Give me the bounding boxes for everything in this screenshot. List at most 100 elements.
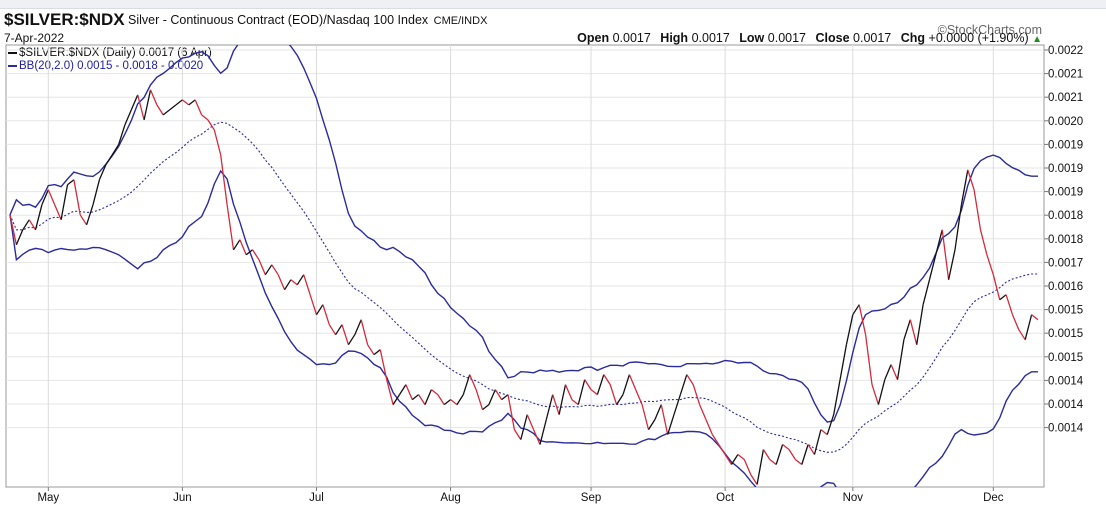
price-segment [1031, 314, 1039, 321]
price-segment [826, 414, 835, 435]
price-segment [315, 304, 324, 316]
price-segment [660, 404, 669, 435]
price-segment [60, 184, 69, 220]
price-segment [456, 394, 464, 405]
price-segment [635, 389, 643, 405]
price-segment [539, 419, 547, 445]
price-segment [1018, 329, 1026, 341]
price-segment [788, 449, 796, 460]
price-segment [756, 449, 765, 485]
price-segment [111, 144, 120, 156]
price-segment [852, 304, 860, 316]
price-segment [54, 204, 62, 221]
y-tick-label: 0.0015 [1048, 352, 1083, 364]
price-segment [411, 394, 420, 401]
price-segment [194, 99, 203, 116]
price-segment [743, 459, 752, 475]
price-segment [545, 394, 554, 420]
price-segment [513, 429, 522, 440]
price-segment [501, 394, 509, 401]
price-segment [169, 104, 177, 111]
price-segment [67, 179, 75, 186]
ohlc-readout: Open 0.0017 High 0.0017 Low 0.0017 Close… [571, 31, 1042, 45]
price-segment [398, 384, 407, 395]
bb-lower-band [9, 169, 1038, 487]
price-segment [884, 364, 892, 380]
open-value: 0.0017 [612, 31, 651, 45]
high-value: 0.0017 [691, 31, 730, 45]
price-segment [405, 384, 413, 400]
price-segment [188, 99, 196, 106]
price-segment [801, 444, 809, 465]
price-segment [903, 319, 911, 340]
price-segment [947, 249, 956, 280]
price-segment [603, 374, 611, 385]
price-segment [571, 399, 579, 406]
price-segment [986, 254, 994, 275]
price-segment [686, 374, 694, 385]
price-segment [609, 384, 618, 405]
price-segment [960, 169, 969, 205]
x-axis: MayJunJulAugSepOctNovDec2022FebMarApr [37, 487, 1004, 504]
price-segment [379, 349, 388, 380]
price-segment [335, 324, 343, 336]
price-segment [347, 334, 356, 346]
price-segment [896, 339, 905, 380]
price-segment [526, 414, 535, 430]
price-segment [737, 453, 745, 461]
price-segment [220, 154, 228, 205]
y-tick-label: 0.0019 [1048, 163, 1083, 175]
price-segment [979, 229, 988, 255]
x-tick-label: Jul [309, 492, 324, 504]
low-value: 0.0017 [767, 31, 806, 45]
price-segment [130, 94, 139, 111]
y-tick-label: 0.0020 [1048, 116, 1083, 128]
price-segment [303, 274, 311, 295]
chart-date: 7-Apr-2022 [4, 31, 65, 45]
price-segment [813, 429, 822, 455]
price-segment [494, 389, 503, 400]
price-segment [877, 379, 886, 405]
price-segment [175, 99, 183, 106]
price-segment [954, 204, 963, 250]
legend-bb: BB(20,2.0) 0.0015 - 0.0018 - 0.0020 [8, 60, 212, 73]
chart-title-bar: $SILVER:$NDX Silver - Continuous Contrac… [4, 10, 1104, 37]
price-segment [622, 374, 631, 395]
chg-value: +0.0000 (+1.90%) [928, 31, 1029, 45]
price-segment [354, 319, 362, 335]
price-segment [22, 219, 30, 231]
price-segment [762, 449, 771, 460]
high-label: High [660, 31, 689, 45]
price-segment [443, 399, 452, 406]
price-segment [718, 444, 726, 455]
price-segment [201, 114, 209, 121]
x-tick-label: Aug [440, 492, 460, 504]
price-segment [149, 89, 158, 106]
price-segment [839, 344, 848, 380]
price-segment [322, 304, 330, 325]
price-segment [992, 274, 1001, 300]
price-segment [232, 239, 241, 251]
price-segment [34, 204, 43, 230]
open-label: Open [577, 31, 610, 45]
price-segment [782, 443, 790, 451]
bb-middle-band [9, 121, 1038, 453]
price-segment [367, 344, 375, 355]
exchange-label: CME/INDX [433, 15, 488, 27]
price-segment [162, 109, 171, 116]
y-tick-label: 0.0015 [1048, 305, 1083, 317]
price-segment [430, 389, 439, 396]
price-segment [328, 324, 337, 336]
price-segment [226, 204, 235, 250]
y-tick-label: 0.0021 [1048, 92, 1083, 104]
price-segment [673, 394, 682, 415]
price-segment [482, 404, 490, 411]
y-tick-label: 0.0018 [1048, 210, 1083, 222]
price-segment [462, 374, 471, 395]
price-segment [724, 454, 733, 465]
bb-upper-band [9, 45, 1038, 423]
price-segment [290, 279, 298, 286]
price-segment [533, 429, 541, 445]
price-segment [79, 214, 88, 226]
bollinger-bands [9, 45, 1038, 487]
